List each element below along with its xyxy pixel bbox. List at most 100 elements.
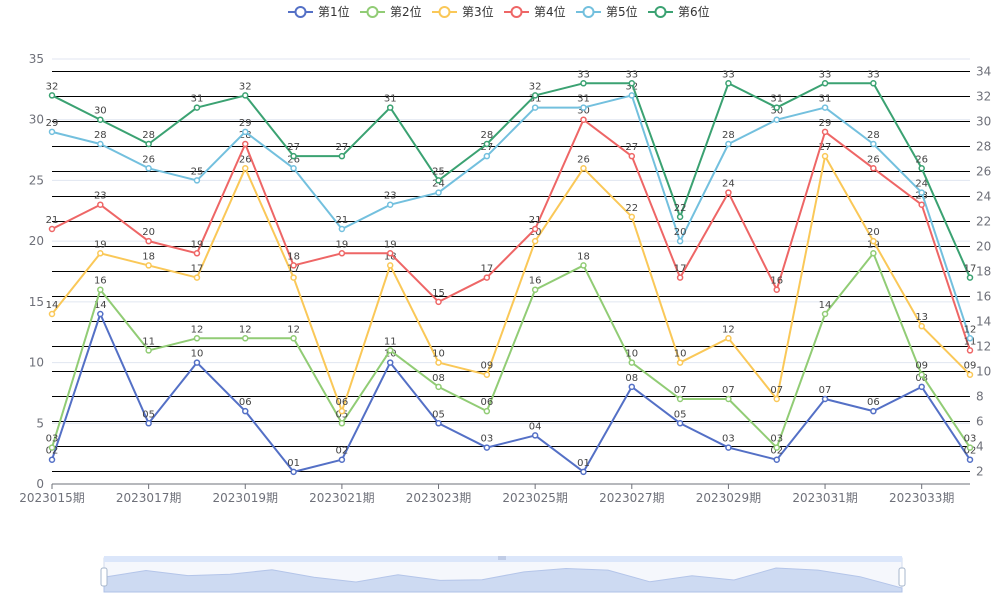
left-y-tick-label: 25 [29, 173, 44, 187]
data-point [580, 165, 587, 172]
data-point [483, 444, 491, 451]
data-point [97, 250, 104, 257]
data-label: 06 [867, 397, 880, 408]
data-label: 03 [480, 434, 493, 445]
data-label: 33 [867, 69, 880, 80]
data-label: 32 [529, 81, 542, 92]
data-label: 24 [722, 179, 735, 190]
data-point [870, 237, 877, 245]
legend-item-4[interactable]: 第4位 [504, 4, 566, 19]
legend-item-2[interactable]: 第2位 [360, 4, 422, 19]
data-point [580, 262, 587, 269]
data-point [242, 128, 249, 136]
data-label: 18 [384, 251, 397, 262]
data-label: 16 [94, 276, 107, 287]
data-label: 28 [867, 130, 880, 141]
data-point [386, 347, 394, 354]
data-label: 27 [480, 142, 493, 153]
data-label: 31 [770, 94, 783, 105]
data-label: 19 [191, 239, 204, 250]
data-point [628, 359, 636, 366]
data-label: 26 [867, 154, 880, 165]
data-point [725, 140, 732, 148]
right-y-tick-label: 18 [976, 265, 991, 279]
data-point [676, 420, 684, 427]
series-line [51, 155, 971, 413]
data-label: 12 [191, 324, 204, 335]
data-point [97, 201, 104, 208]
data-point [773, 286, 780, 293]
data-point [580, 104, 587, 111]
right-y-tick-label: 34 [976, 65, 991, 79]
data-point [435, 383, 442, 391]
legend-item-5[interactable]: 第5位 [576, 4, 638, 19]
data-label: 12 [964, 324, 977, 335]
legend-item-1[interactable]: 第1位 [288, 4, 350, 19]
data-label: 09 [964, 361, 977, 372]
data-label: 11 [384, 336, 397, 347]
legend-label: 第2位 [390, 4, 422, 19]
data-label: 05 [336, 409, 349, 420]
data-point [48, 310, 56, 318]
legend-item-3[interactable]: 第3位 [432, 4, 494, 19]
data-label: 25 [191, 166, 204, 177]
slider-data-shadow [103, 567, 903, 593]
data-label: 05 [142, 409, 155, 420]
left-y-tick-label: 15 [29, 295, 44, 309]
data-point [290, 152, 297, 160]
data-point [870, 80, 877, 87]
right-y-tick-label: 16 [976, 290, 991, 304]
data-point [676, 213, 684, 221]
data-label: 21 [336, 215, 349, 226]
data-point [290, 274, 297, 281]
data-label: 28 [722, 130, 735, 141]
data-label: 20 [529, 227, 542, 238]
data-point [628, 213, 636, 221]
data-label: 33 [819, 69, 832, 80]
legend-marker-icon [510, 6, 523, 18]
data-point [628, 80, 636, 87]
data-point [48, 444, 56, 451]
left-y-axis-ticks: 0 5 10 15 20 25 30 35 [29, 52, 44, 491]
x-tick-label: 2023019期 [213, 491, 278, 505]
data-label: 23 [384, 191, 397, 202]
data-label: 28 [142, 130, 155, 141]
data-point [483, 140, 491, 148]
legend-marker-icon [366, 6, 379, 18]
x-tick-label: 2023015期 [19, 491, 84, 505]
data-point [580, 116, 587, 123]
data-point [483, 407, 491, 415]
data-label: 21 [529, 215, 542, 226]
data-label: 27 [625, 142, 638, 153]
legend-item-6[interactable]: 第6位 [648, 4, 710, 19]
data-label: 07 [722, 385, 735, 396]
data-point [531, 432, 539, 439]
data-point [966, 444, 974, 451]
data-label: 32 [239, 81, 252, 92]
data-label: 25 [432, 166, 445, 177]
legend-marker-icon [438, 6, 451, 18]
datazoom-slider[interactable] [100, 556, 906, 593]
data-point [821, 128, 829, 136]
x-tick-label: 2023029期 [696, 491, 761, 505]
data-point [242, 92, 249, 99]
left-y-tick-label: 10 [29, 356, 44, 370]
slider-left-handle[interactable] [100, 567, 108, 587]
legend[interactable]: 第1位 第2位 第3位 第4位 第5位 第6位 [288, 4, 710, 19]
data-label: 08 [625, 373, 638, 384]
slider-right-handle[interactable] [898, 567, 906, 587]
data-label: 11 [964, 336, 977, 347]
x-tick-label: 2023027期 [599, 491, 664, 505]
data-point [97, 140, 104, 148]
data-point [870, 407, 877, 415]
data-point [338, 250, 346, 257]
data-point [918, 371, 925, 378]
data-point [193, 274, 201, 281]
right-y-tick-label: 28 [976, 140, 991, 154]
data-point [966, 274, 974, 281]
data-label: 12 [239, 324, 252, 335]
data-label: 20 [142, 227, 155, 238]
